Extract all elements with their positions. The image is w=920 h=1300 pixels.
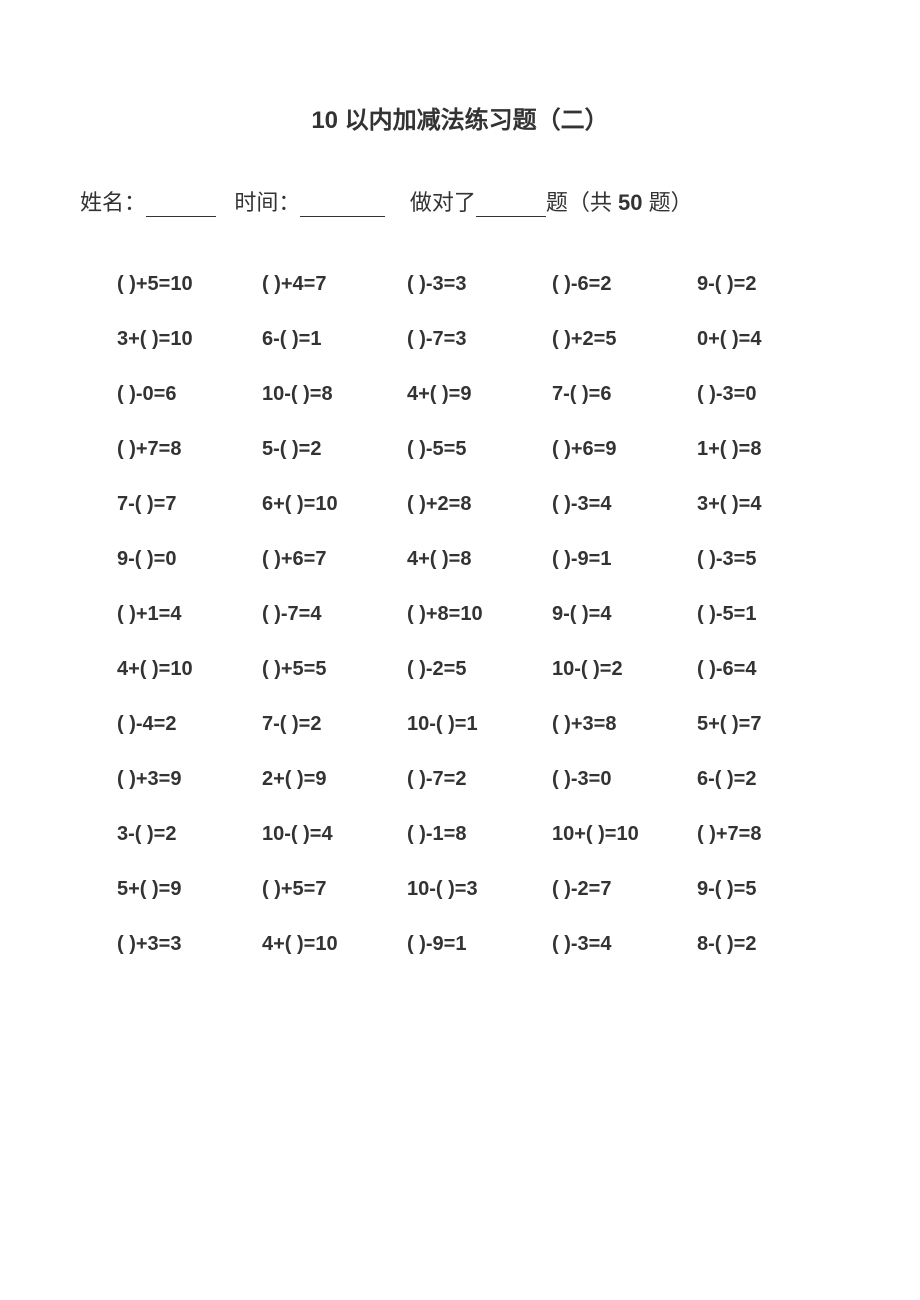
problem-cell: ( )-3=0 — [685, 367, 830, 422]
problem-row: ( )+7=85-( )=2( )-5=5( )+6=91+( )=8 — [105, 422, 830, 477]
worksheet-title: 10 以内加减法练习题（二） — [75, 100, 845, 135]
problem-cell: 3+( )=4 — [685, 477, 830, 532]
problem-cell: ( )-6=4 — [685, 642, 830, 697]
problem-cell: ( )-3=3 — [395, 257, 540, 312]
problem-cell: 6-( )=2 — [685, 752, 830, 807]
problem-cell: 5-( )=2 — [250, 422, 395, 477]
problem-cell: 4+( )=8 — [395, 532, 540, 587]
score-prefix: 做对了 — [410, 190, 476, 215]
problem-cell: 6+( )=10 — [250, 477, 395, 532]
problem-cell: 9-( )=0 — [105, 532, 250, 587]
problem-cell: 10+( )=10 — [540, 807, 685, 862]
problem-cell: 7-( )=7 — [105, 477, 250, 532]
problem-cell: 9-( )=4 — [540, 587, 685, 642]
problem-row: ( )+3=92+( )=9( )-7=2( )-3=06-( )=2 — [105, 752, 830, 807]
problem-cell: ( )-9=1 — [540, 532, 685, 587]
problem-cell: 10-( )=8 — [250, 367, 395, 422]
problem-cell: ( )+5=5 — [250, 642, 395, 697]
problem-cell: ( )+2=5 — [540, 312, 685, 367]
problem-cell: 10-( )=1 — [395, 697, 540, 752]
problem-cell: 4+( )=10 — [250, 917, 395, 972]
problem-cell: 10-( )=4 — [250, 807, 395, 862]
problem-cell: 9-( )=5 — [685, 862, 830, 917]
problem-cell: 4+( )=10 — [105, 642, 250, 697]
problem-row: ( )-0=610-( )=84+( )=97-( )=6( )-3=0 — [105, 367, 830, 422]
problem-row: 3+( )=106-( )=1( )-7=3( )+2=50+( )=4 — [105, 312, 830, 367]
problem-row: 9-( )=0( )+6=74+( )=8( )-9=1( )-3=5 — [105, 532, 830, 587]
problem-cell: ( )+3=9 — [105, 752, 250, 807]
problem-cell: 3+( )=10 — [105, 312, 250, 367]
problem-cell: ( )-4=2 — [105, 697, 250, 752]
problem-row: ( )-4=27-( )=210-( )=1( )+3=85+( )=7 — [105, 697, 830, 752]
name-blank[interactable] — [146, 195, 216, 217]
problem-cell: 5+( )=7 — [685, 697, 830, 752]
problem-cell: 9-( )=2 — [685, 257, 830, 312]
time-label: 时间： — [234, 190, 300, 215]
problem-cell: 10-( )=3 — [395, 862, 540, 917]
problem-cell: 2+( )=9 — [250, 752, 395, 807]
problem-cell: 8-( )=2 — [685, 917, 830, 972]
problem-cell: 5+( )=9 — [105, 862, 250, 917]
problem-row: 3-( )=210-( )=4( )-1=810+( )=10( )+7=8 — [105, 807, 830, 862]
problem-cell: ( )-9=1 — [395, 917, 540, 972]
problem-cell: 0+( )=4 — [685, 312, 830, 367]
problem-cell: ( )-3=5 — [685, 532, 830, 587]
problem-cell: ( )+5=10 — [105, 257, 250, 312]
time-blank[interactable] — [300, 195, 385, 217]
problem-cell: ( )+2=8 — [395, 477, 540, 532]
problem-cell: ( )-7=2 — [395, 752, 540, 807]
problem-cell: 7-( )=2 — [250, 697, 395, 752]
total-count: 50 — [618, 190, 642, 215]
problem-cell: ( )-3=4 — [540, 477, 685, 532]
problem-cell: ( )-2=7 — [540, 862, 685, 917]
problem-cell: ( )+6=9 — [540, 422, 685, 477]
problem-cell: 6-( )=1 — [250, 312, 395, 367]
problem-cell: ( )-5=1 — [685, 587, 830, 642]
problem-row: ( )+1=4( )-7=4( )+8=109-( )=4( )-5=1 — [105, 587, 830, 642]
problem-cell: ( )-6=2 — [540, 257, 685, 312]
problem-row: 5+( )=9( )+5=710-( )=3( )-2=79-( )=5 — [105, 862, 830, 917]
problem-cell: ( )-5=5 — [395, 422, 540, 477]
score-blank[interactable] — [476, 195, 546, 217]
problems-grid: ( )+5=10( )+4=7( )-3=3( )-6=29-( )=23+( … — [105, 257, 830, 972]
worksheet-header: 姓名： 时间： 做对了 题（共 50 题） — [75, 185, 845, 217]
problem-cell: 10-( )=2 — [540, 642, 685, 697]
problem-cell: ( )-3=0 — [540, 752, 685, 807]
score-end: 题） — [642, 190, 692, 215]
score-suffix: 题（共 — [546, 190, 618, 215]
problem-cell: ( )+3=8 — [540, 697, 685, 752]
problem-cell: ( )+4=7 — [250, 257, 395, 312]
problem-cell: 4+( )=9 — [395, 367, 540, 422]
problem-cell: ( )+1=4 — [105, 587, 250, 642]
problem-cell: ( )+5=7 — [250, 862, 395, 917]
problem-row: ( )+5=10( )+4=7( )-3=3( )-6=29-( )=2 — [105, 257, 830, 312]
problem-cell: 3-( )=2 — [105, 807, 250, 862]
problem-row: ( )+3=34+( )=10( )-9=1( )-3=48-( )=2 — [105, 917, 830, 972]
problem-cell: ( )-7=4 — [250, 587, 395, 642]
problem-cell: 7-( )=6 — [540, 367, 685, 422]
problem-cell: ( )+6=7 — [250, 532, 395, 587]
problem-row: 7-( )=76+( )=10( )+2=8( )-3=43+( )=4 — [105, 477, 830, 532]
problem-cell: ( )+3=3 — [105, 917, 250, 972]
problem-cell: ( )-2=5 — [395, 642, 540, 697]
problem-cell: ( )+7=8 — [685, 807, 830, 862]
name-label: 姓名： — [80, 190, 146, 215]
problem-cell: ( )-1=8 — [395, 807, 540, 862]
problem-cell: ( )-7=3 — [395, 312, 540, 367]
problem-cell: ( )+7=8 — [105, 422, 250, 477]
problem-cell: ( )+8=10 — [395, 587, 540, 642]
problem-cell: ( )-3=4 — [540, 917, 685, 972]
problem-row: 4+( )=10( )+5=5( )-2=510-( )=2( )-6=4 — [105, 642, 830, 697]
problem-cell: 1+( )=8 — [685, 422, 830, 477]
problem-cell: ( )-0=6 — [105, 367, 250, 422]
